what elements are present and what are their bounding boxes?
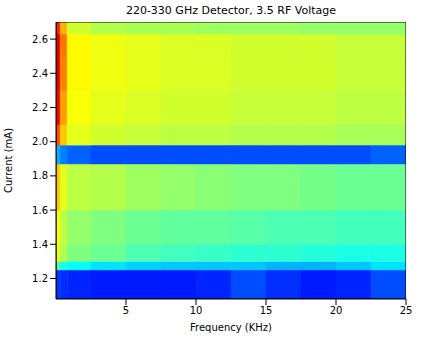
svg-text:2.4: 2.4: [32, 68, 48, 79]
html-text:220-330 GHz Detector, 3.5 RF V: 220-330 GHz Detector, 3.5 RF Voltage: [125, 4, 337, 17]
svg-text:1.4: 1.4: [32, 239, 48, 250]
svg-text:Current (mA): Current (mA): [3, 128, 14, 193]
svg-text:15: 15: [260, 305, 273, 316]
svg-text:Frequency (KHz): Frequency (KHz): [190, 322, 272, 333]
svg-text:20: 20: [330, 305, 343, 316]
svg-text:1.2: 1.2: [32, 273, 48, 284]
svg-text:25: 25: [400, 305, 413, 316]
svg-text:1.6: 1.6: [32, 205, 48, 216]
svg-text:10: 10: [190, 305, 203, 316]
svg-text:2.2: 2.2: [32, 102, 48, 113]
svg-text:2.0: 2.0: [32, 136, 48, 147]
svg-text:1.8: 1.8: [32, 170, 48, 181]
svg-text:2.6: 2.6: [32, 34, 48, 45]
svg-text:5: 5: [123, 305, 129, 316]
